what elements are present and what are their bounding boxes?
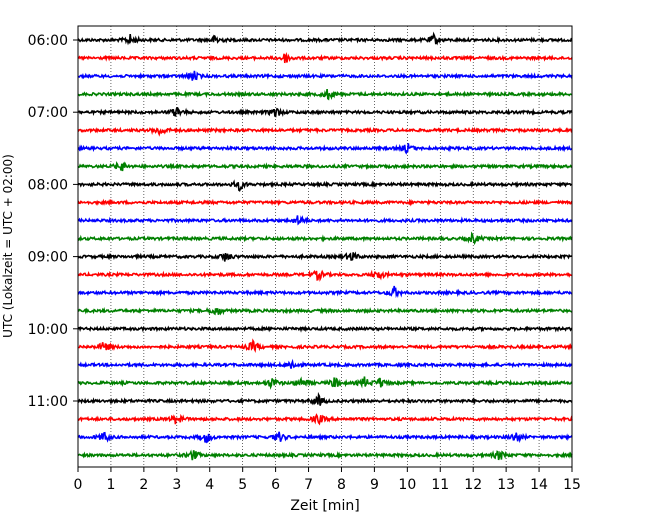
x-axis-ticks: 0 1 2 3 4 5 6 7 8 9 10 11 12 13 14 15 [74, 467, 581, 493]
y-tick-label: 10:00 [28, 322, 68, 338]
trace-0700 [77, 106, 573, 118]
trace-0815 [77, 198, 573, 207]
x-tick-label: 7 [304, 477, 313, 493]
trace-0845 [77, 231, 573, 246]
trace-0830 [77, 214, 573, 226]
x-tick-label: 3 [172, 477, 181, 493]
trace-1115 [77, 413, 573, 426]
y-axis-label: UTC (Lokalzeit = UTC + 02:00) [1, 154, 15, 338]
trace-0630 [77, 70, 573, 81]
x-tick-label: 2 [139, 477, 148, 493]
trace-1130 [77, 431, 573, 444]
x-tick-label: 11 [431, 477, 449, 493]
trace-0600 [77, 31, 573, 46]
trace-0615 [78, 51, 573, 64]
x-tick-label: 5 [238, 477, 247, 493]
y-tick-label: 08:00 [28, 177, 68, 193]
y-tick-label: 06:00 [28, 33, 68, 49]
x-tick-label: 13 [497, 477, 515, 493]
x-tick-label: 12 [464, 477, 482, 493]
trace-0800 [77, 179, 573, 192]
trace-1000 [77, 325, 573, 333]
plot-background [78, 26, 572, 467]
trace-1045 [77, 376, 573, 390]
trace-0730 [77, 143, 573, 155]
trace-0930 [77, 285, 573, 299]
y-tick-label: 07:00 [28, 105, 68, 121]
trace-1100 [77, 391, 573, 406]
trace-0915 [77, 269, 573, 282]
y-tick-label: 09:00 [28, 250, 68, 266]
trace-1145 [77, 449, 573, 461]
x-tick-label: 1 [106, 477, 115, 493]
y-tick-label: 11:00 [28, 394, 68, 410]
x-axis-label: Zeit [min] [290, 498, 359, 514]
trace-0645 [77, 88, 573, 101]
x-tick-label: 6 [271, 477, 280, 493]
x-tick-label: 4 [205, 477, 214, 493]
trace-0745 [77, 160, 573, 172]
plot-frame [77, 25, 573, 468]
x-tick-label: 8 [337, 477, 346, 493]
trace-0715 [77, 126, 573, 137]
trace-1015 [77, 338, 573, 353]
x-tick-label: 0 [74, 477, 83, 493]
x-tick-label: 9 [370, 477, 379, 493]
trace-0900 [77, 251, 573, 262]
seismic-traces [77, 31, 573, 461]
x-tick-label: 15 [563, 477, 581, 493]
trace-0945 [77, 306, 573, 316]
trace-1030 [77, 358, 573, 369]
y-axis-ticks: 06:00 07:00 08:00 09:00 10:00 11:00 [28, 33, 78, 410]
x-tick-label: 14 [530, 477, 548, 493]
x-tick-label: 10 [398, 477, 416, 493]
